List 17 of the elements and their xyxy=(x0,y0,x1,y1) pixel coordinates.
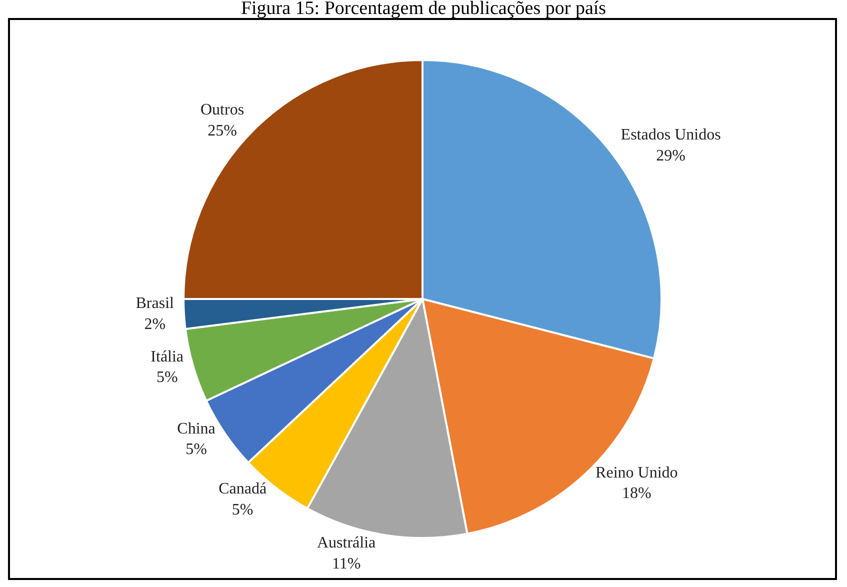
data-label: 18% xyxy=(622,485,652,502)
data-label: 2% xyxy=(144,316,166,333)
data-label: 25% xyxy=(208,122,237,140)
data-label: 5% xyxy=(232,502,254,519)
chart-title: Figura 15: Porcentagem de publicações por país xyxy=(240,0,608,20)
slice-label: China xyxy=(177,420,216,438)
slice-label: Reino Unido xyxy=(596,464,678,482)
slice-label: Estados Unidos xyxy=(620,126,721,144)
data-label: 11% xyxy=(332,555,361,572)
slice-label: Canadá xyxy=(218,480,267,498)
slice-label: Austrália xyxy=(317,534,376,552)
slice-label: Brasil xyxy=(136,295,175,312)
slice-label: Outros xyxy=(200,102,244,119)
slice-label: Itália xyxy=(150,348,184,366)
data-label: 29% xyxy=(656,147,686,164)
data-label: 5% xyxy=(156,369,178,386)
data-label: 5% xyxy=(186,441,207,458)
